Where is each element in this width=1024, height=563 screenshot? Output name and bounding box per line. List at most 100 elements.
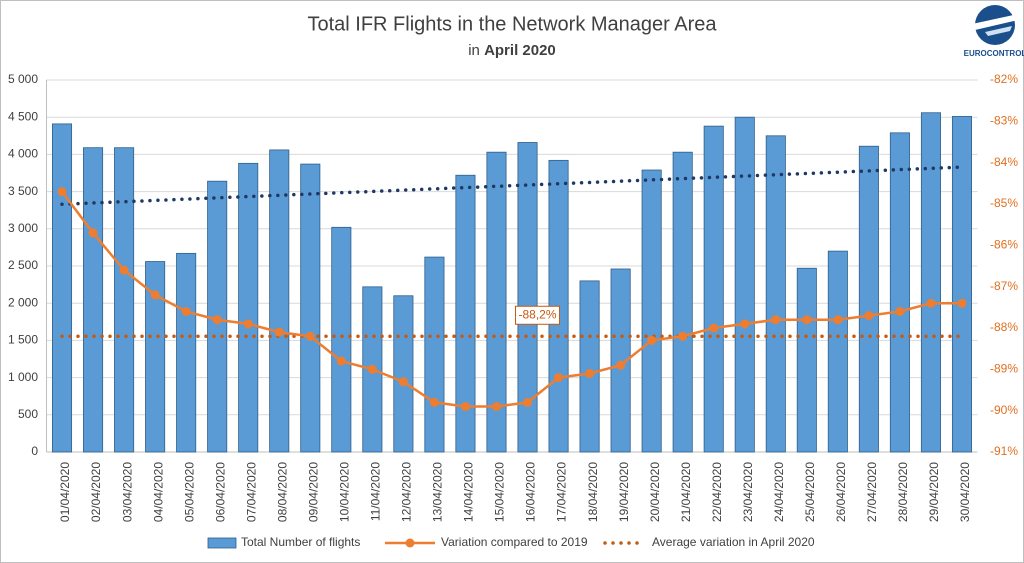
variation-marker — [181, 306, 191, 316]
variation-marker — [895, 306, 905, 316]
bar — [889, 132, 910, 453]
variation-marker — [460, 402, 470, 412]
variation-marker — [740, 319, 750, 329]
variation-marker — [491, 402, 501, 412]
x-tick-label: 01/04/2020 — [58, 462, 72, 522]
bar — [424, 256, 445, 453]
variation-marker — [367, 364, 377, 374]
variation-marker — [678, 331, 688, 341]
y2-tick-label: -90% — [990, 403, 1018, 417]
x-tick-label: 07/04/2020 — [244, 462, 258, 522]
bar — [672, 151, 693, 453]
x-tick-label: 17/04/2020 — [555, 462, 569, 522]
logo-wing — [972, 14, 1018, 30]
y-tick-label: 3 500 — [8, 184, 38, 198]
x-tick-label: 15/04/2020 — [493, 462, 507, 522]
x-tick-label: 09/04/2020 — [306, 462, 320, 522]
x-tick-label: 25/04/2020 — [803, 462, 817, 522]
variation-marker — [57, 187, 67, 197]
y-tick-label: 0 — [31, 444, 38, 458]
bar — [176, 252, 197, 453]
x-tick-label: 23/04/2020 — [741, 462, 755, 522]
bar — [145, 261, 166, 453]
x-tick-label: 27/04/2020 — [865, 462, 879, 522]
x-tick-label: 30/04/2020 — [958, 462, 972, 522]
chart-subtitle: in April 2020 — [468, 42, 556, 59]
variation-marker — [88, 228, 98, 238]
bar — [269, 149, 290, 453]
x-tick-label: 24/04/2020 — [772, 462, 786, 522]
y2-tick-label: -87% — [990, 279, 1018, 293]
y2-tick-label: -86% — [990, 238, 1018, 252]
y-tick-label: 1 000 — [8, 370, 38, 384]
bar — [238, 162, 259, 453]
y-tick-label: 3 000 — [8, 221, 38, 235]
bar — [796, 267, 817, 453]
y2-tick-label: -82% — [990, 72, 1018, 86]
bar — [703, 125, 724, 453]
variation-marker — [212, 315, 222, 325]
x-tick-label: 06/04/2020 — [213, 462, 227, 522]
x-tick-label: 13/04/2020 — [431, 462, 445, 522]
bar — [765, 135, 786, 453]
y2-tick-label: -89% — [990, 362, 1018, 376]
legend-label: Average variation in April 2020 — [652, 535, 815, 549]
annotation-label: -88,2% — [519, 307, 557, 321]
x-tick-label: 29/04/2020 — [927, 462, 941, 522]
x-tick-label: 11/04/2020 — [369, 462, 383, 521]
y-tick-label: 1 500 — [8, 333, 38, 347]
bar — [51, 123, 73, 453]
x-tick-label: 26/04/2020 — [834, 462, 848, 522]
bar — [517, 142, 538, 453]
y-tick-label: 2 500 — [8, 258, 38, 272]
bar — [486, 151, 507, 453]
bar — [858, 145, 879, 453]
x-tick-label: 18/04/2020 — [586, 462, 600, 522]
x-tick-label: 20/04/2020 — [648, 462, 662, 522]
legend-swatch — [207, 537, 237, 549]
variation-marker — [398, 377, 408, 387]
variation-marker — [864, 311, 874, 321]
trendline — [60, 165, 964, 206]
bar — [610, 268, 631, 453]
subtitle-period: April 2020 — [484, 42, 556, 59]
variation-marker — [305, 331, 315, 341]
variation-marker — [771, 315, 781, 325]
variation-marker — [957, 298, 967, 308]
bar — [331, 226, 352, 453]
variation-marker — [523, 397, 533, 407]
y-tick-label: 5 000 — [8, 72, 38, 86]
legend-swatch — [405, 538, 415, 548]
y2-tick-label: -91% — [990, 444, 1018, 458]
x-tick-label: 22/04/2020 — [710, 462, 724, 522]
logo-wing — [985, 26, 1012, 36]
variation-marker — [429, 397, 439, 407]
x-tick-label: 28/04/2020 — [896, 462, 910, 522]
x-tick-label: 04/04/2020 — [151, 462, 165, 522]
variation-line — [61, 190, 962, 408]
x-tick-label: 02/04/2020 — [89, 462, 103, 522]
variation-marker — [119, 265, 129, 275]
variation-marker — [833, 315, 843, 325]
bar — [734, 116, 755, 453]
y-tick-label: 500 — [18, 407, 38, 421]
bar — [300, 163, 321, 453]
subtitle-prefix: in — [468, 42, 480, 59]
variation-marker — [802, 315, 812, 325]
y-tick-label: 4 000 — [8, 147, 38, 161]
x-tick-label: 19/04/2020 — [617, 462, 631, 522]
variation-marker — [150, 290, 160, 300]
y2-tick-label: -85% — [990, 196, 1018, 210]
variation-marker — [585, 368, 595, 378]
y2-tick-label: -83% — [990, 114, 1018, 128]
variation-marker — [243, 319, 253, 329]
variation-marker — [709, 323, 719, 333]
variation-marker — [274, 327, 284, 337]
annotation-box — [515, 305, 561, 325]
x-tick-label: 21/04/2020 — [679, 462, 693, 522]
x-tick-label: 14/04/2020 — [462, 462, 476, 522]
bar — [455, 174, 476, 453]
x-tick-label: 08/04/2020 — [275, 462, 289, 522]
